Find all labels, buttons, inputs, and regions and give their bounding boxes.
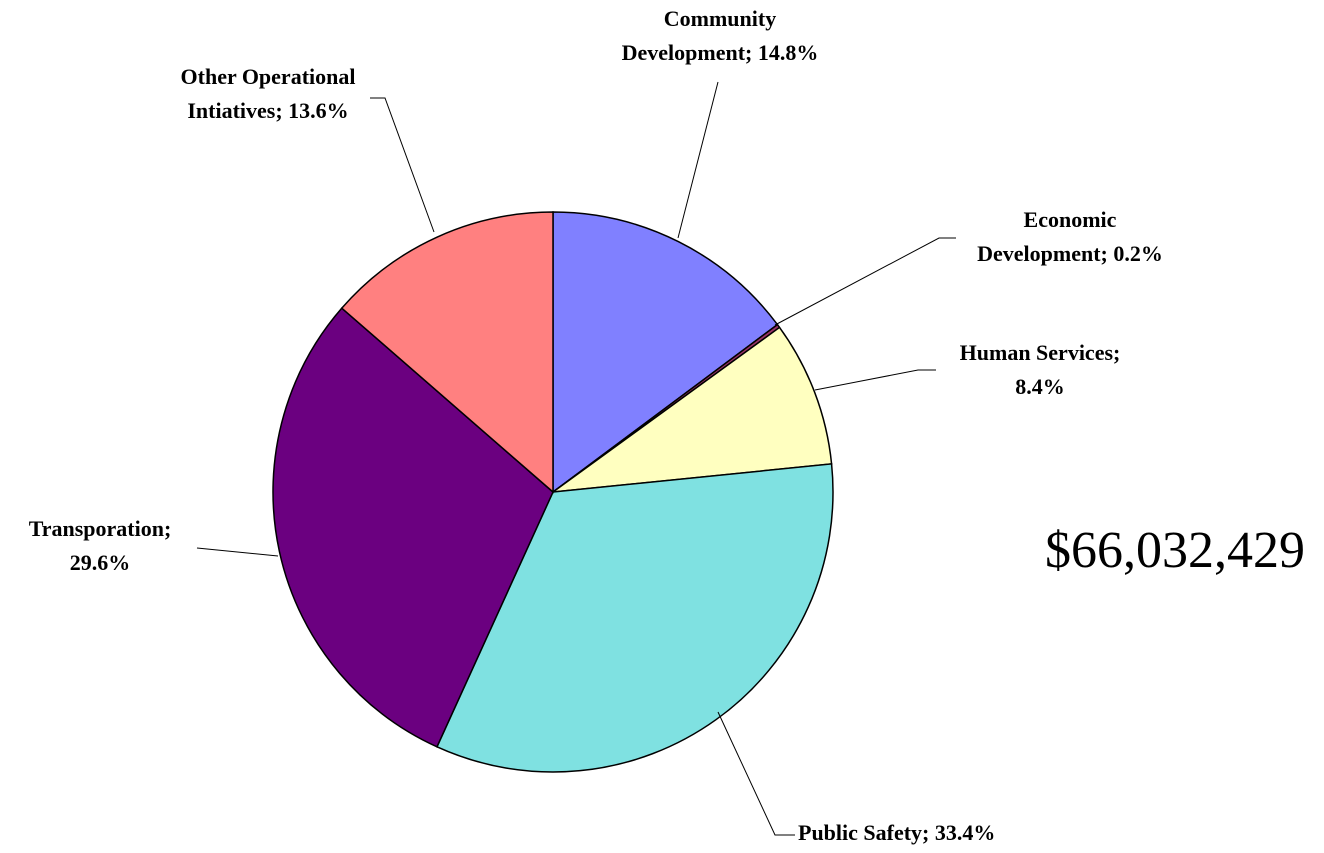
pie-slice — [550, 326, 833, 494]
pie-slice — [272, 307, 554, 748]
pie-slice — [340, 211, 554, 494]
slice-label: Other Operational Intiatives; 13.6% — [181, 64, 356, 123]
total-annotation: $66,032,429 — [1045, 522, 1305, 579]
leader-line — [814, 369, 936, 391]
slice-label: Community Development; 14.8% — [622, 6, 819, 65]
leader-line — [677, 81, 719, 239]
leader-line — [717, 711, 795, 836]
pie-slice — [552, 211, 779, 494]
slice-label: Public Safety; 33.4% — [798, 820, 995, 845]
leader-line — [774, 237, 956, 326]
slice-label: Economic Development; 0.2% — [977, 207, 1163, 266]
leader-line — [196, 547, 279, 557]
pie-slice — [435, 463, 834, 773]
slice-label: Transporation; 29.6% — [29, 516, 172, 575]
slice-label: Human Services; 8.4% — [960, 340, 1121, 399]
leader-line — [370, 97, 435, 233]
